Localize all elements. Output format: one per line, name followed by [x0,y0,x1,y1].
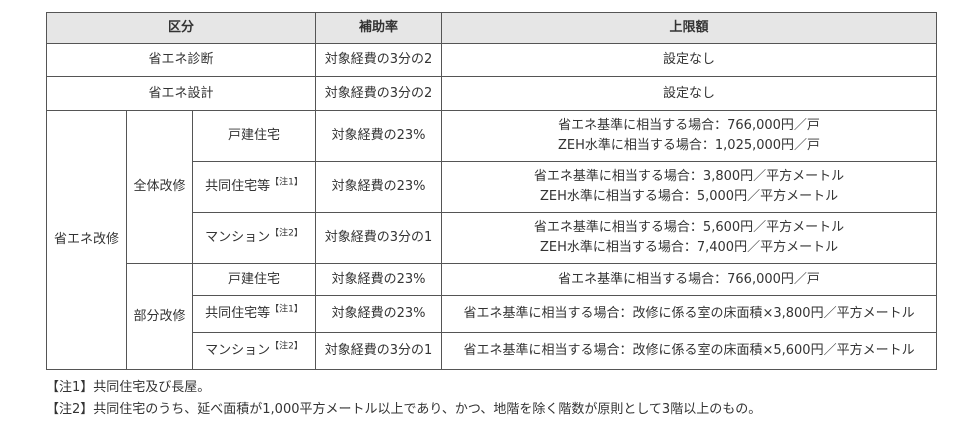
table-row: マンション【注2】 対象経費の3分の1 省エネ基準に相当する場合：改修に係る室の… [47,332,938,370]
table-row: 部分改修 戸建住宅 対象経費の23% 省エネ基準に相当する場合：766,000円… [47,263,938,370]
header-row: 区分 補助率 上限額 [45,12,938,44]
limit-cell: 省エネ基準に相当する場合：766,000円／戸 ZEH水準に相当する場合：1,0… [441,110,938,162]
table-row: 省エネ改修 全体改修 戸建住宅 対象経費の23% 省エネ基準に相当する場合：76… [46,110,938,370]
rate-cell: 対象経費の23% [315,263,443,296]
rate-cell: 対象経費の23% [315,161,443,213]
table-row: 省エネ設計 対象経費の3分の2 設定なし [45,76,938,111]
table-row: 共同住宅等【注1】 対象経費の23% 省エネ基準に相当する場合：3,800円／平… [47,161,938,213]
header-rate: 補助率 [315,12,443,44]
subcategory-cell-bubun: 部分改修 [126,263,193,370]
type-cell: 戸建住宅 [191,263,317,296]
type-cell: 共同住宅等【注1】 [191,295,317,333]
type-label: マンション [205,343,271,358]
rate-cell: 対象経費の3分の2 [315,43,443,77]
category-cell-kaishu: 省エネ改修 [46,110,127,370]
rate-cell: 対象経費の3分の2 [315,76,443,111]
subcategory-cell-zentai: 全体改修 [126,110,193,264]
limit-cell: 設定なし [441,76,938,111]
rate-cell: 対象経費の3分の1 [315,332,443,370]
header-limit: 上限額 [441,12,938,44]
rate-cell: 対象経費の23% [315,110,443,162]
limit-line: ZEH水準に相当する場合：7,400円／平方メートル [539,240,839,255]
footnotes: 【注1】共同住宅及び長屋。 【注2】共同住宅のうち、延べ面積が1,000平方メー… [46,377,761,421]
category-cell: 省エネ設計 [45,76,317,111]
limit-cell: 省エネ基準に相当する場合：3,800円／平方メートル ZEH水準に相当する場合：… [441,161,938,213]
limit-cell: 省エネ基準に相当する場合：改修に係る室の床面積×5,600円／平方メートル [441,332,938,370]
table-row: 共同住宅等【注1】 対象経費の23% 省エネ基準に相当する場合：改修に係る室の床… [47,295,938,333]
limit-cell: 省エネ基準に相当する場合：5,600円／平方メートル ZEH水準に相当する場合：… [441,212,938,264]
type-label: 共同住宅等 [205,306,271,321]
note-marker: 【注1】 [270,177,303,188]
note-marker: 【注1】 [270,304,303,315]
limit-line: 省エネ基準に相当する場合：766,000円／戸 [558,118,820,133]
header-category: 区分 [45,12,317,44]
footnote-2: 【注2】共同住宅のうち、延べ面積が1,000平方メートル以上であり、かつ、地階を… [46,402,762,417]
type-cell: 戸建住宅 [191,110,317,162]
table-row: 省エネ診断 対象経費の3分の2 設定なし [45,43,938,77]
type-cell: マンション【注2】 [191,332,317,370]
note-marker: 【注2】 [270,341,303,352]
rate-cell: 対象経費の3分の1 [315,212,443,264]
limit-line: 省エネ基準に相当する場合：3,800円／平方メートル [533,169,845,184]
subsidy-table: 区分 補助率 上限額 省エネ診断 対象経費の3分の2 設定なし 省エネ設計 対象… [45,12,938,370]
note-marker: 【注2】 [270,228,303,239]
category-cell: 省エネ診断 [45,43,317,77]
table-row: マンション【注2】 対象経費の3分の1 省エネ基準に相当する場合：5,600円／… [47,212,938,264]
limit-cell: 省エネ基準に相当する場合：766,000円／戸 [441,263,938,296]
limit-cell: 省エネ基準に相当する場合：改修に係る室の床面積×3,800円／平方メートル [441,295,938,333]
footnote-1: 【注1】共同住宅及び長屋。 [46,380,211,395]
limit-cell: 設定なし [441,43,938,77]
type-label: マンション [205,230,271,245]
rate-cell: 対象経費の23% [315,295,443,333]
type-label: 共同住宅等 [205,179,271,194]
limit-line: ZEH水準に相当する場合：5,000円／平方メートル [539,189,839,204]
type-cell: マンション【注2】 [191,212,317,264]
type-cell: 共同住宅等【注1】 [191,161,317,213]
limit-line: ZEH水準に相当する場合：1,025,000円／戸 [558,138,821,153]
limit-line: 省エネ基準に相当する場合：5,600円／平方メートル [533,220,845,235]
